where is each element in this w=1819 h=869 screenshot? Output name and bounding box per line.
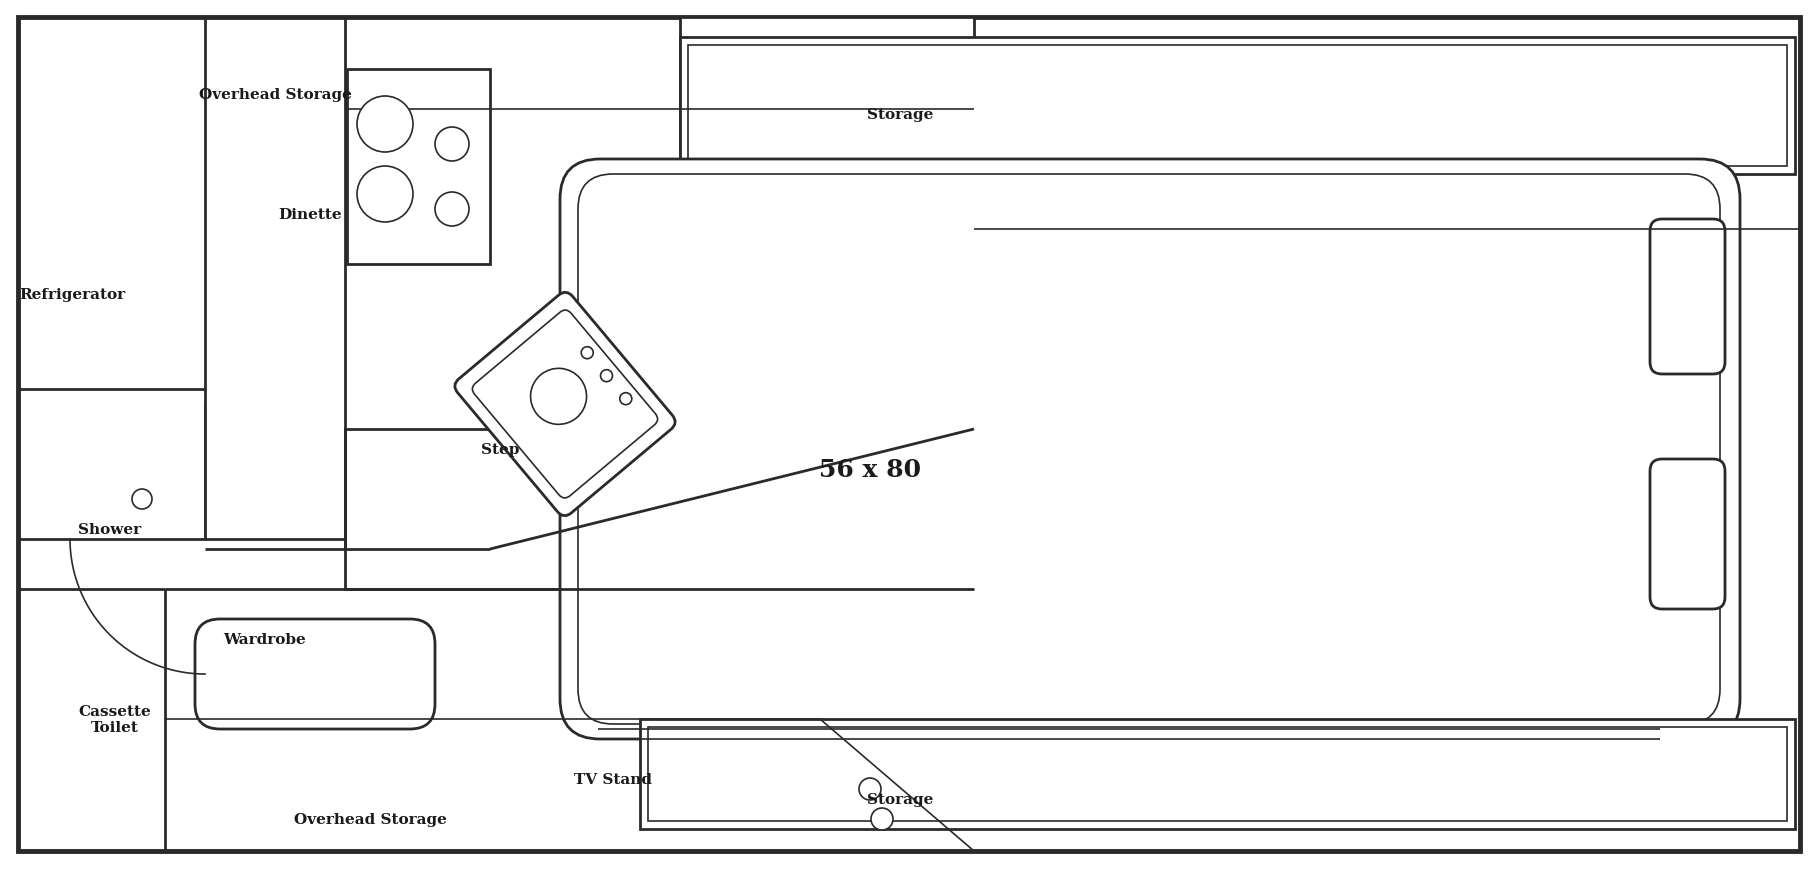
Circle shape	[357, 167, 413, 222]
Circle shape	[871, 808, 893, 830]
FancyBboxPatch shape	[195, 620, 435, 729]
FancyBboxPatch shape	[1650, 460, 1724, 609]
Text: TV Stand: TV Stand	[575, 773, 651, 786]
Text: 56 x 80: 56 x 80	[819, 457, 920, 481]
FancyBboxPatch shape	[1650, 220, 1724, 375]
Bar	[640, 720, 1795, 829]
Bar	[648, 727, 1786, 821]
Text: Dinette: Dinette	[278, 208, 342, 222]
Text: Storage: Storage	[868, 792, 933, 806]
Bar	[680, 38, 1795, 175]
Text: Cassette
Toilet: Cassette Toilet	[78, 704, 151, 734]
Text: Overhead Storage: Overhead Storage	[198, 88, 351, 102]
Circle shape	[357, 96, 413, 153]
FancyBboxPatch shape	[560, 160, 1741, 740]
Bar	[688, 46, 1786, 167]
Text: Wardrobe: Wardrobe	[224, 633, 306, 647]
Bar	[680, 18, 973, 229]
Text: Refrigerator: Refrigerator	[18, 288, 126, 302]
Bar	[347, 70, 489, 265]
Text: Storage: Storage	[868, 108, 933, 122]
Circle shape	[133, 489, 153, 509]
Text: Overhead Storage: Overhead Storage	[293, 812, 446, 826]
Text: Shower: Shower	[78, 522, 142, 536]
FancyBboxPatch shape	[455, 293, 675, 516]
Bar	[346, 429, 973, 589]
Circle shape	[435, 128, 469, 162]
Circle shape	[435, 193, 469, 227]
FancyBboxPatch shape	[473, 310, 658, 499]
Text: Step: Step	[480, 442, 518, 456]
Circle shape	[859, 778, 880, 800]
FancyBboxPatch shape	[578, 175, 1721, 724]
